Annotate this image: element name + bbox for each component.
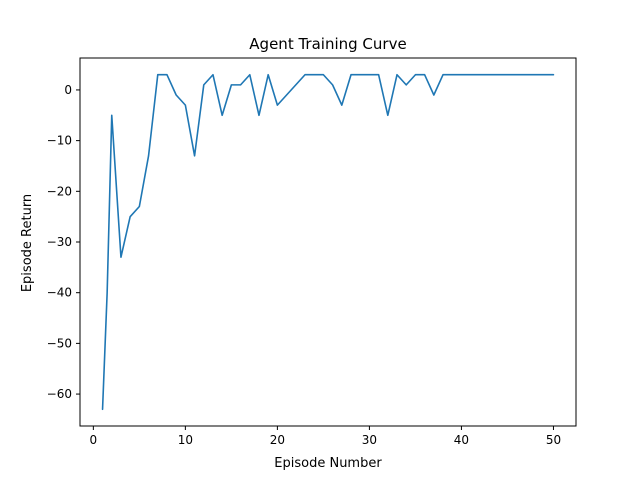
x-axis-label: Episode Number [274,456,382,471]
x-tick-label: 40 [454,433,469,447]
plot-frame [79,57,577,427]
chart-title: Agent Training Curve [249,35,406,53]
y-tick-label: 0 [64,83,72,97]
y-tick-label: −10 [47,134,72,148]
y-tick-label: −30 [47,235,72,249]
y-tick-label: −50 [47,336,72,350]
x-tick-label: 0 [90,433,98,447]
episode-return-line [101,73,555,411]
series-layer [101,73,555,411]
x-tick-label: 30 [362,433,377,447]
y-axis-label: Episode Return [20,194,35,292]
y-tick-label: −40 [47,286,72,300]
x-axis: 0 10 20 30 40 50 [90,426,561,447]
y-tick-label: −60 [47,387,72,401]
y-axis: 0 −10 −20 −30 −40 −50 −60 [47,83,80,401]
y-tick-label: −20 [47,184,72,198]
x-tick-label: 10 [178,433,193,447]
x-tick-label: 20 [270,433,285,447]
x-tick-label: 50 [546,433,561,447]
